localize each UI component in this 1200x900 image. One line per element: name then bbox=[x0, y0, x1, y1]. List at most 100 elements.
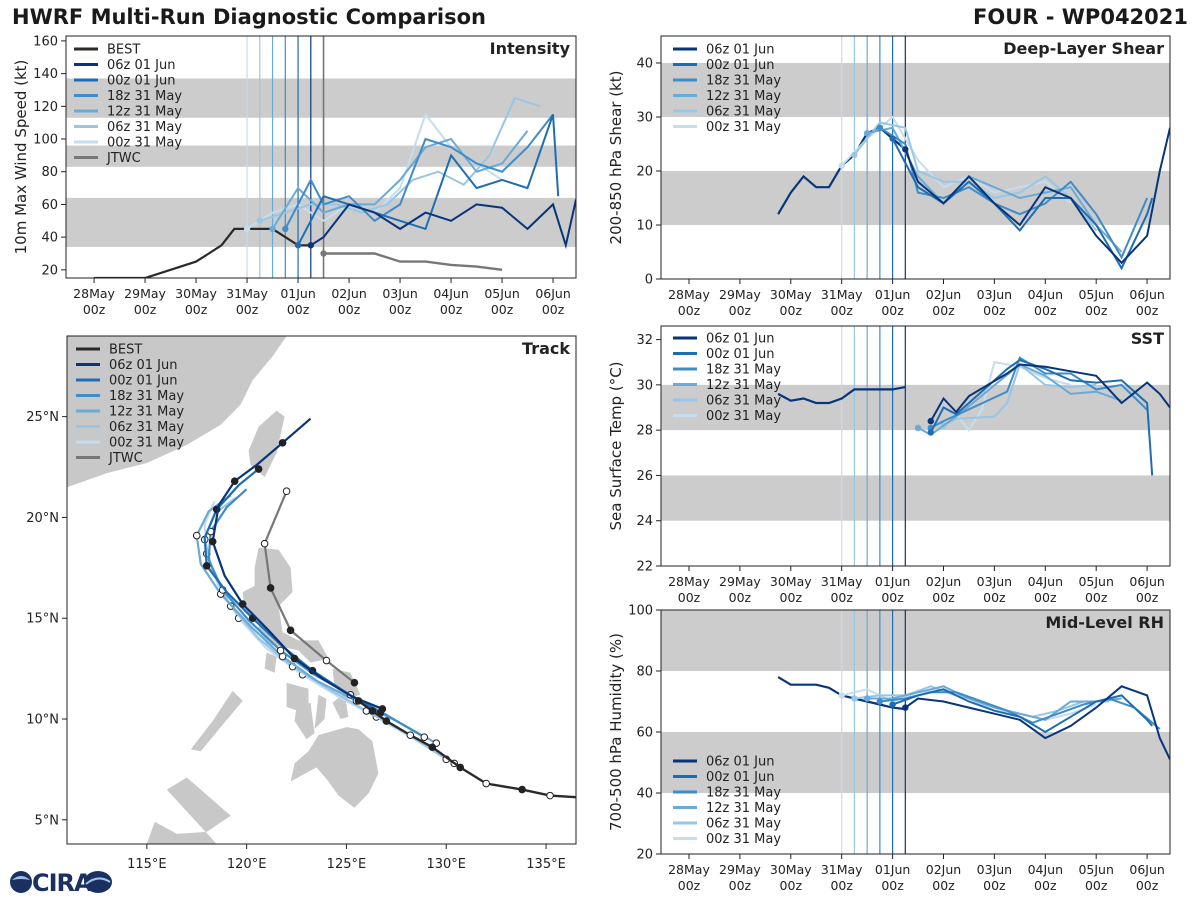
x-tick-label-hour: 00z bbox=[338, 302, 361, 317]
legend-label: 06z 31 May bbox=[706, 105, 781, 120]
y-tick-label: 20 bbox=[636, 848, 653, 863]
legend-label: 06z 31 May bbox=[706, 817, 781, 832]
x-tick-label: 02Jun bbox=[926, 862, 961, 877]
x-tick-label-hour: 00z bbox=[491, 302, 514, 317]
x-tick-label: 135°E bbox=[526, 857, 566, 870]
rh-panel: 2040608010028May00z29May00z30May00z31May… bbox=[607, 604, 1171, 893]
x-tick-label: 31May bbox=[821, 862, 863, 877]
legend-label: 18z 31 May bbox=[706, 786, 781, 801]
y-tick-label: 22 bbox=[636, 560, 653, 575]
x-tick-label: 06Jun bbox=[1129, 862, 1164, 877]
y-axis-label: Sea Surface Temp (°C) bbox=[607, 361, 625, 530]
x-tick-label-hour: 00z bbox=[780, 878, 803, 893]
x-tick-label-hour: 00z bbox=[1034, 303, 1057, 318]
run-track-marker-1 bbox=[254, 465, 263, 473]
y-tick-label: 40 bbox=[41, 231, 58, 246]
best-track-marker bbox=[428, 743, 437, 752]
run-track-0 bbox=[211, 417, 383, 710]
y-tick-label: 100 bbox=[33, 133, 58, 148]
x-tick-label: 29May bbox=[719, 287, 761, 302]
jtwc-track-marker bbox=[260, 539, 269, 548]
best-line bbox=[777, 386, 906, 405]
legend-label: 06z 01 Jun bbox=[706, 332, 775, 347]
x-tick-label: 04Jun bbox=[1028, 862, 1063, 877]
run-init-point-5 bbox=[838, 162, 845, 169]
x-tick-label: 30May bbox=[770, 574, 812, 589]
run-init-point-1 bbox=[927, 429, 934, 436]
x-tick-label-hour: 00z bbox=[932, 303, 955, 318]
y-tick-label: 15°N bbox=[26, 612, 59, 627]
run-track-marker-0 bbox=[238, 600, 247, 608]
y-tick-label: 30 bbox=[636, 111, 653, 126]
best-track-marker bbox=[579, 794, 586, 801]
run-line-3 bbox=[867, 685, 1122, 721]
legend-label: 00z 31 May bbox=[706, 120, 781, 135]
y-tick-label: 25°N bbox=[26, 410, 59, 425]
x-tick-label-hour: 00z bbox=[678, 303, 701, 318]
legend-label: 00z 01 Jun bbox=[109, 374, 178, 389]
x-tick-label-hour: 00z bbox=[134, 302, 157, 317]
x-tick-label: 03Jun bbox=[977, 574, 1012, 589]
threshold-band bbox=[661, 610, 1170, 671]
x-tick-label: 01Jun bbox=[875, 862, 910, 877]
run-init-point-1 bbox=[889, 701, 896, 708]
x-tick-label: 29May bbox=[719, 862, 761, 877]
plot-area bbox=[66, 36, 576, 278]
x-tick-label: 04Jun bbox=[1028, 574, 1063, 589]
run-line-5 bbox=[955, 361, 1071, 432]
x-tick-label-hour: 00z bbox=[185, 302, 208, 317]
x-tick-label: 03Jun bbox=[977, 862, 1012, 877]
y-tick-label: 26 bbox=[636, 469, 653, 484]
run-init-point-3 bbox=[863, 695, 871, 702]
x-tick-label: 30May bbox=[175, 286, 217, 301]
threshold-band bbox=[661, 732, 1170, 793]
run-line-0 bbox=[929, 363, 1170, 422]
x-tick-label-hour: 00z bbox=[830, 878, 853, 893]
legend-label: 06z 01 Jun bbox=[109, 358, 178, 373]
x-tick-label: 130°E bbox=[426, 857, 466, 870]
y-tick-label: 20 bbox=[636, 165, 653, 180]
best-track-marker bbox=[546, 791, 554, 800]
x-tick-label-hour: 00z bbox=[983, 303, 1006, 318]
negros-land bbox=[294, 702, 315, 740]
run-line-0 bbox=[904, 685, 1170, 760]
jtwc-track-marker bbox=[266, 584, 275, 592]
x-tick-label-hour: 00z bbox=[881, 590, 904, 605]
x-tick-label: 05Jun bbox=[484, 286, 519, 301]
run-init-point-3 bbox=[914, 424, 922, 432]
threshold-band bbox=[661, 63, 1170, 117]
legend-label: JTWC bbox=[108, 451, 143, 466]
x-tick-label-hour: 00z bbox=[83, 302, 106, 317]
run-track-marker-3 bbox=[192, 531, 201, 540]
best-line bbox=[94, 227, 311, 278]
x-tick-label-hour: 00z bbox=[729, 303, 752, 318]
y-tick-label: 0 bbox=[645, 273, 653, 288]
y-tick-label: 60 bbox=[41, 198, 58, 213]
y-tick-label: 28 bbox=[636, 424, 653, 439]
legend-label: 06z 01 Jun bbox=[706, 755, 775, 770]
x-tick-label: 115°E bbox=[127, 857, 167, 870]
palawan-land bbox=[190, 690, 243, 752]
y-tick-label: 20°N bbox=[26, 511, 59, 526]
legend-label: 18z 31 May bbox=[706, 74, 781, 89]
panel-title: Mid-Level RH bbox=[1045, 613, 1164, 632]
run-track-marker-0 bbox=[230, 477, 239, 485]
y-tick-label: 100 bbox=[628, 604, 653, 619]
y-axis-label: 700-500 hPa Humidity (%) bbox=[607, 633, 625, 831]
y-tick-label: 60 bbox=[636, 726, 653, 741]
x-tick-label-hour: 00z bbox=[1085, 590, 1108, 605]
y-tick-label: 140 bbox=[33, 67, 58, 82]
borneo-land bbox=[146, 777, 231, 844]
run-track-4 bbox=[203, 496, 447, 761]
y-tick-label: 10°N bbox=[26, 713, 59, 728]
x-tick-label: 125°E bbox=[327, 857, 367, 870]
run-track-5 bbox=[203, 500, 455, 765]
x-tick-label-hour: 00z bbox=[1136, 590, 1159, 605]
jtwc-track-marker bbox=[286, 626, 295, 635]
x-tick-label: 28May bbox=[668, 862, 710, 877]
axes-frame bbox=[660, 325, 1171, 567]
axes-frame bbox=[660, 35, 1171, 280]
